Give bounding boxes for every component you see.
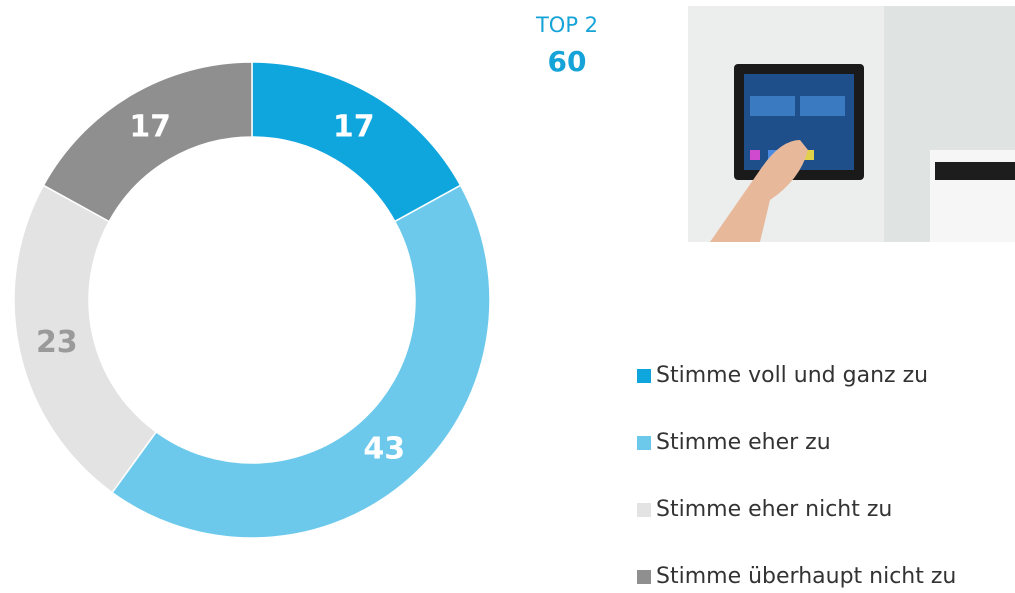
data-label: 23	[36, 325, 78, 360]
legend-label: Stimme eher nicht zu	[656, 497, 892, 522]
legend-swatch	[637, 570, 651, 584]
legend-swatch	[637, 503, 651, 517]
data-label: 17	[129, 109, 171, 144]
legend-label: Stimme voll und ganz zu	[656, 363, 928, 388]
data-label: 17	[333, 109, 375, 144]
donut-segment	[42, 61, 253, 223]
legend-swatch	[637, 369, 651, 383]
legend-swatch	[637, 436, 651, 450]
legend-label: Stimme eher zu	[656, 430, 831, 455]
annotation-label: TOP 2	[535, 13, 598, 37]
annotation-value: 60	[548, 45, 587, 78]
donut-segment	[111, 184, 491, 539]
legend-label: Stimme überhaupt nicht zu	[656, 564, 956, 589]
photo	[688, 6, 1015, 242]
data-label: 43	[363, 432, 405, 467]
